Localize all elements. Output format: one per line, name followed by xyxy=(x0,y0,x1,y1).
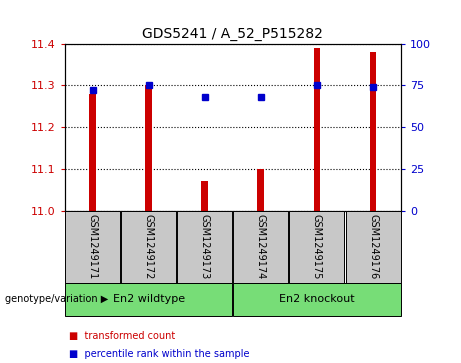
Text: En2 knockout: En2 knockout xyxy=(279,294,355,305)
Text: GSM1249173: GSM1249173 xyxy=(200,214,210,280)
Text: GSM1249175: GSM1249175 xyxy=(312,214,322,280)
Text: GSM1249176: GSM1249176 xyxy=(368,214,378,280)
Bar xyxy=(233,283,401,316)
Bar xyxy=(201,181,208,211)
Text: ■  percentile rank within the sample: ■ percentile rank within the sample xyxy=(69,349,250,359)
Bar xyxy=(313,48,320,211)
Bar xyxy=(346,211,401,283)
Text: ■  transformed count: ■ transformed count xyxy=(69,331,175,341)
Bar xyxy=(89,94,96,211)
Bar xyxy=(290,211,344,283)
Text: GSM1249172: GSM1249172 xyxy=(144,214,154,280)
Bar xyxy=(145,85,152,211)
Text: GSM1249171: GSM1249171 xyxy=(88,214,98,280)
Text: GSM1249174: GSM1249174 xyxy=(256,214,266,280)
Bar xyxy=(370,52,376,211)
Bar xyxy=(121,211,176,283)
Bar xyxy=(177,211,232,283)
Bar xyxy=(65,283,232,316)
Bar xyxy=(233,211,288,283)
Text: En2 wildtype: En2 wildtype xyxy=(112,294,185,305)
Bar xyxy=(65,211,120,283)
Title: GDS5241 / A_52_P515282: GDS5241 / A_52_P515282 xyxy=(142,27,323,41)
Text: genotype/variation ▶: genotype/variation ▶ xyxy=(5,294,108,305)
Bar xyxy=(258,169,264,211)
